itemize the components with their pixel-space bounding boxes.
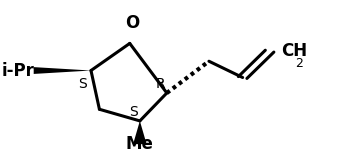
Polygon shape xyxy=(133,121,147,144)
Text: S: S xyxy=(129,105,137,119)
Text: CH: CH xyxy=(281,42,308,60)
Text: S: S xyxy=(78,78,87,91)
Text: i-Pr: i-Pr xyxy=(2,62,35,80)
Text: R: R xyxy=(155,78,165,91)
Text: O: O xyxy=(125,14,140,32)
Polygon shape xyxy=(34,67,91,74)
Text: 2: 2 xyxy=(296,57,303,70)
Text: Me: Me xyxy=(126,135,154,153)
